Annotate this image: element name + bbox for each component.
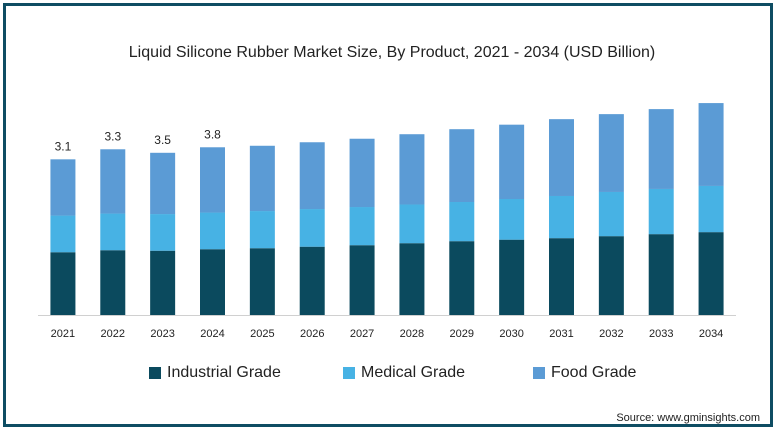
x-tick-label-2026: 2026 bbox=[300, 328, 324, 340]
bar-medical-grade-2029 bbox=[449, 202, 475, 242]
bar-industrial-grade-2034 bbox=[698, 232, 724, 315]
legend-item-industrial: Industrial Grade bbox=[149, 364, 281, 382]
bar-medical-grade-2028 bbox=[399, 204, 425, 244]
bar-food-grade-2026 bbox=[299, 142, 325, 210]
bar-food-grade-2025 bbox=[249, 145, 275, 212]
bar-medical-grade-2027 bbox=[349, 207, 375, 246]
bar-food-grade-2029 bbox=[449, 129, 475, 203]
data-label-2023: 3.5 bbox=[154, 133, 171, 147]
source-note: Source: www.gminsights.com bbox=[616, 412, 760, 424]
x-tick-label-2024: 2024 bbox=[200, 328, 224, 340]
bar-industrial-grade-2033 bbox=[648, 234, 674, 315]
bar-medical-grade-2030 bbox=[499, 198, 525, 240]
bar-industrial-grade-2023 bbox=[150, 250, 176, 315]
chart-frame bbox=[3, 3, 773, 427]
data-label-2022: 3.3 bbox=[104, 129, 121, 143]
legend: Industrial Grade Medical Grade Food Grad… bbox=[0, 364, 784, 386]
legend-swatch-food bbox=[533, 367, 545, 379]
x-tick-label-2031: 2031 bbox=[549, 328, 573, 340]
legend-label-food: Food Grade bbox=[551, 364, 637, 381]
x-tick-label-2034: 2034 bbox=[699, 328, 723, 340]
x-tick-label-2025: 2025 bbox=[250, 328, 274, 340]
bar-medical-grade-2023 bbox=[150, 214, 176, 251]
bar-food-grade-2021 bbox=[50, 159, 76, 216]
bar-food-grade-2023 bbox=[150, 152, 176, 215]
bar-medical-grade-2031 bbox=[549, 195, 574, 239]
x-tick-label-2023: 2023 bbox=[150, 328, 174, 340]
x-tick-label-2029: 2029 bbox=[450, 328, 474, 340]
bar-medical-grade-2022 bbox=[100, 213, 126, 251]
legend-swatch-industrial bbox=[149, 367, 161, 379]
bar-industrial-grade-2029 bbox=[449, 241, 475, 315]
legend-label-industrial: Industrial Grade bbox=[167, 364, 281, 381]
bar-medical-grade-2025 bbox=[249, 211, 275, 249]
x-tick-label-2033: 2033 bbox=[649, 328, 673, 340]
bar-food-grade-2034 bbox=[698, 103, 724, 186]
data-label-2021: 3.1 bbox=[55, 139, 72, 153]
x-tick-label-2021: 2021 bbox=[51, 328, 75, 340]
bar-industrial-grade-2031 bbox=[549, 238, 574, 315]
legend-label-medical: Medical Grade bbox=[361, 364, 466, 381]
bar-industrial-grade-2028 bbox=[399, 243, 425, 315]
x-tick-label-2032: 2032 bbox=[599, 328, 623, 340]
bar-industrial-grade-2030 bbox=[499, 239, 525, 315]
x-tick-label-2027: 2027 bbox=[350, 328, 374, 340]
bar-food-grade-2028 bbox=[399, 134, 425, 205]
bar-food-grade-2033 bbox=[648, 109, 674, 189]
bar-food-grade-2027 bbox=[349, 138, 375, 208]
x-tick-label-2022: 2022 bbox=[101, 328, 125, 340]
bar-industrial-grade-2032 bbox=[598, 236, 624, 315]
x-tick-label-2030: 2030 bbox=[499, 328, 523, 340]
bar-food-grade-2032 bbox=[598, 114, 624, 192]
bar-industrial-grade-2022 bbox=[100, 250, 126, 315]
bar-industrial-grade-2026 bbox=[299, 246, 325, 315]
bar-food-grade-2031 bbox=[549, 119, 574, 196]
legend-item-food: Food Grade bbox=[533, 364, 636, 382]
bar-food-grade-2024 bbox=[200, 147, 225, 213]
bar-medical-grade-2024 bbox=[200, 212, 225, 250]
legend-item-medical: Medical Grade bbox=[343, 364, 465, 382]
bar-industrial-grade-2021 bbox=[50, 252, 76, 315]
bar-industrial-grade-2024 bbox=[200, 249, 225, 315]
bar-medical-grade-2032 bbox=[598, 191, 624, 237]
bar-food-grade-2030 bbox=[499, 124, 525, 199]
bar-industrial-grade-2027 bbox=[349, 245, 375, 315]
x-tick-label-2028: 2028 bbox=[400, 328, 424, 340]
bar-medical-grade-2026 bbox=[299, 209, 325, 247]
bar-medical-grade-2034 bbox=[698, 185, 724, 233]
legend-swatch-medical bbox=[343, 367, 355, 379]
bar-industrial-grade-2025 bbox=[249, 248, 275, 315]
bar-medical-grade-2021 bbox=[50, 215, 76, 253]
data-label-2024: 3.8 bbox=[204, 127, 221, 141]
bar-food-grade-2022 bbox=[100, 149, 126, 214]
chart-title: Liquid Silicone Rubber Market Size, By P… bbox=[128, 44, 656, 61]
bar-medical-grade-2033 bbox=[648, 188, 674, 235]
